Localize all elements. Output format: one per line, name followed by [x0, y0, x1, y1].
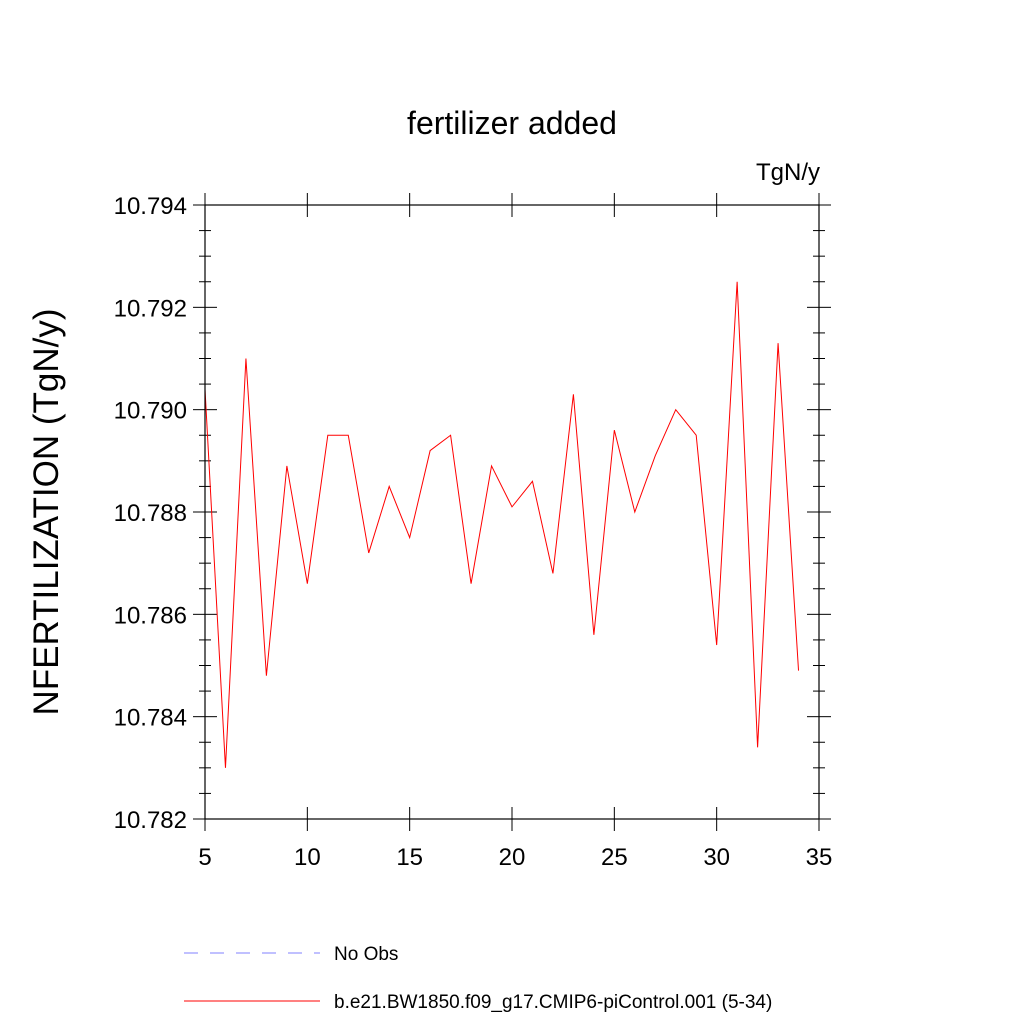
legend-label-control-run: b.e21.BW1850.f09_g17.CMIP6-piControl.001…	[334, 992, 772, 1013]
legend-label-no-obs: No Obs	[334, 944, 398, 965]
tick-labels: 5 10 15 20 25 30 35 10.782 10.784 10.786 10.788 10.…	[114, 193, 833, 871]
series-line-0	[204, 281, 800, 768]
y-tick-label: 10.794	[114, 193, 187, 220]
x-tick-label: 20	[499, 844, 526, 871]
legend: No Obs b.e21.BW1850.f09_g17.CMIP6-piCont…	[184, 944, 772, 1013]
x-tick-label: 35	[806, 844, 833, 871]
y-tick-label: 10.788	[114, 500, 187, 527]
x-tick-label: 30	[703, 844, 730, 871]
x-tick-label: 25	[601, 844, 628, 871]
y-tick-label: 10.786	[114, 602, 187, 629]
y-axis-label: NFERTILIZATION (TgN/y)	[27, 308, 66, 715]
y-tick-label: 10.784	[114, 705, 187, 732]
axis-ticks	[193, 193, 831, 831]
x-tick-label: 5	[198, 844, 211, 871]
y-tick-label: 10.782	[114, 807, 187, 834]
series-layer	[204, 281, 800, 768]
chart-title: fertilizer added	[407, 105, 617, 141]
y-tick-label: 10.790	[114, 398, 187, 425]
units-label: TgN/y	[756, 159, 820, 186]
x-tick-label: 15	[396, 844, 423, 871]
plot-frame	[204, 204, 820, 820]
x-tick-label: 10	[294, 844, 321, 871]
y-tick-label: 10.792	[114, 295, 187, 322]
